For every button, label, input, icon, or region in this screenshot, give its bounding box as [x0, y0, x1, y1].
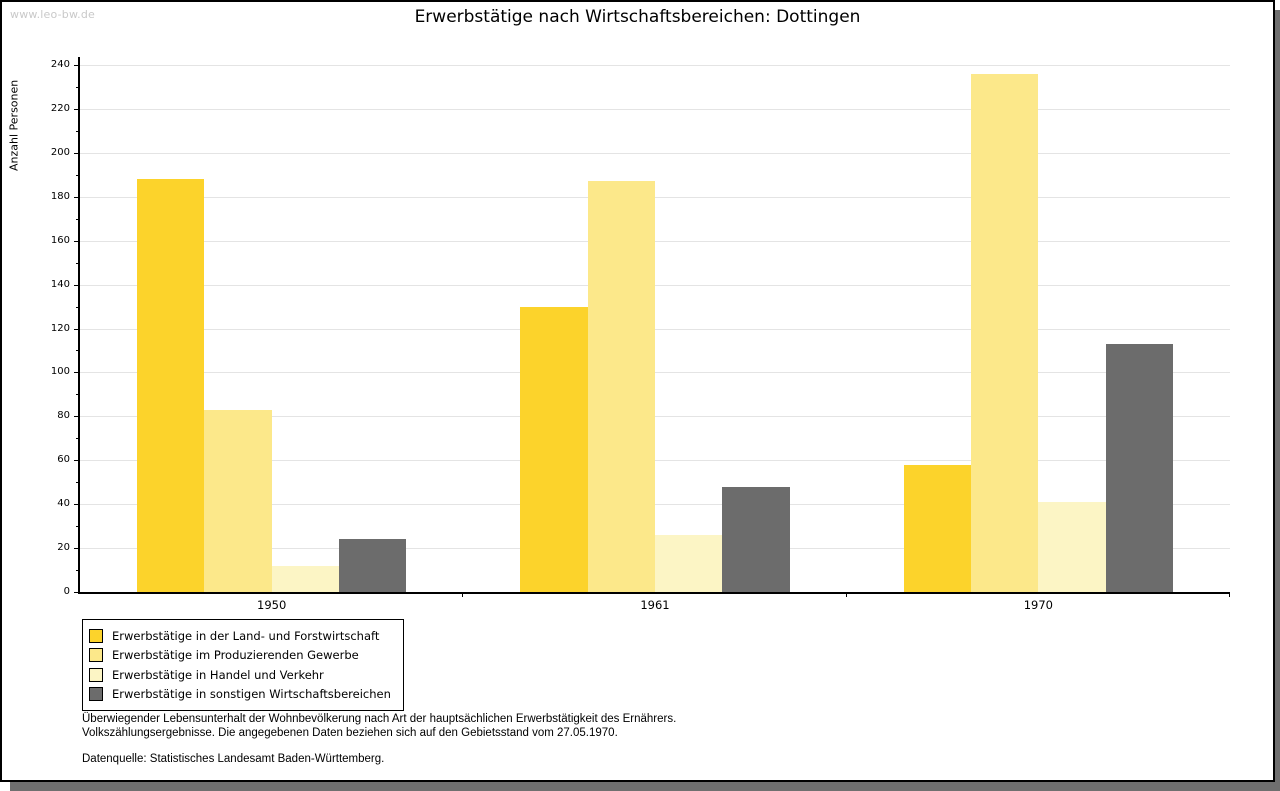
- y-major-tick: [74, 504, 80, 506]
- y-tick-label: 20: [57, 542, 70, 554]
- legend-box: Erwerbstätige in der Land- und Forstwirt…: [82, 619, 404, 711]
- y-major-tick: [74, 328, 80, 330]
- footnote-line-2: Volkszählungsergebnisse. Die angegebenen…: [82, 727, 618, 739]
- y-axis-line: [78, 57, 80, 594]
- legend-item-label: Erwerbstätige in Handel und Verkehr: [112, 667, 324, 682]
- gridline: [80, 328, 1230, 330]
- bar: [971, 73, 1039, 592]
- y-tick-label: 80: [57, 410, 70, 422]
- gridline: [80, 416, 1230, 418]
- gridline: [80, 196, 1230, 198]
- bar: [338, 539, 407, 592]
- gridline: [80, 65, 1230, 66]
- legend-item-label: Erwerbstätige im Produzierenden Gewerbe: [112, 648, 359, 663]
- x-tick-label: 1961: [640, 598, 670, 612]
- bar: [204, 409, 272, 592]
- y-tick-label: 0: [63, 586, 70, 597]
- chart-title: Erwerbstätige nach Wirtschaftsbereichen:…: [414, 7, 861, 27]
- bar: [520, 306, 588, 592]
- x-tick-label: 1970: [1023, 598, 1053, 612]
- footnote-text: Überwiegender Lebensunterhalt der Wohnbe…: [82, 712, 676, 740]
- y-tick-label: 200: [50, 146, 70, 158]
- legend-item: Erwerbstätige in der Land- und Forstwirt…: [89, 626, 391, 646]
- legend-item: Erwerbstätige in Handel und Verkehr: [89, 665, 391, 685]
- y-major-tick: [74, 592, 80, 593]
- y-major-tick: [74, 240, 80, 242]
- x-boundary-tick: [462, 592, 464, 597]
- y-tick-label: 120: [50, 322, 70, 334]
- data-source-text: Datenquelle: Statistisches Landesamt Bad…: [82, 753, 385, 765]
- x-boundary-tick: [845, 592, 847, 597]
- gridline: [80, 284, 1230, 286]
- bar: [722, 486, 790, 592]
- watermark-text: www.leo-bw.de: [10, 8, 96, 21]
- bar: [655, 534, 723, 592]
- legend-swatch: [89, 628, 103, 643]
- bar: [1038, 501, 1106, 592]
- y-major-tick: [74, 416, 80, 418]
- y-tick-label: 140: [50, 278, 70, 290]
- y-tick-label: 40: [57, 498, 70, 510]
- y-major-tick: [74, 284, 80, 286]
- gridline: [80, 152, 1230, 154]
- y-tick-label: 180: [50, 190, 70, 202]
- legend-item-label: Erwerbstätige in der Land- und Forstwirt…: [112, 628, 380, 643]
- bar: [587, 181, 655, 592]
- y-tick-label: 160: [50, 234, 70, 246]
- y-tick-label: 240: [50, 59, 70, 70]
- y-tick-label: 100: [50, 366, 70, 378]
- bar: [1105, 343, 1173, 592]
- y-major-tick: [74, 460, 80, 462]
- y-major-tick: [74, 196, 80, 198]
- bar: [903, 464, 972, 592]
- y-axis-label: Anzahl Personen: [7, 79, 21, 171]
- y-major-tick: [74, 152, 80, 154]
- bar: [137, 179, 205, 592]
- gridline: [80, 372, 1230, 374]
- y-major-tick: [74, 65, 80, 66]
- legend-swatch: [89, 648, 103, 663]
- gridline: [80, 240, 1230, 242]
- legend-item-label: Erwerbstätige in sonstigen Wirtschaftsbe…: [112, 687, 391, 702]
- gridline: [80, 108, 1230, 110]
- y-tick-label: 220: [50, 102, 70, 114]
- bar: [271, 565, 339, 592]
- x-axis-line: [78, 592, 1230, 594]
- y-major-tick: [74, 548, 80, 550]
- legend-swatch: [89, 687, 103, 702]
- footnote-line-1: Überwiegender Lebensunterhalt der Wohnbe…: [82, 713, 677, 725]
- legend-item: Erwerbstätige in sonstigen Wirtschaftsbe…: [89, 685, 391, 705]
- gridline: [80, 460, 1230, 462]
- x-tick-label: 1950: [257, 598, 287, 612]
- y-major-tick: [74, 372, 80, 374]
- gridline: [80, 504, 1230, 506]
- legend-item: Erwerbstätige im Produzierenden Gewerbe: [89, 646, 391, 666]
- x-boundary-tick: [1229, 592, 1230, 597]
- y-tick-label: 60: [57, 454, 70, 466]
- legend-swatch: [89, 667, 103, 682]
- y-major-tick: [74, 108, 80, 110]
